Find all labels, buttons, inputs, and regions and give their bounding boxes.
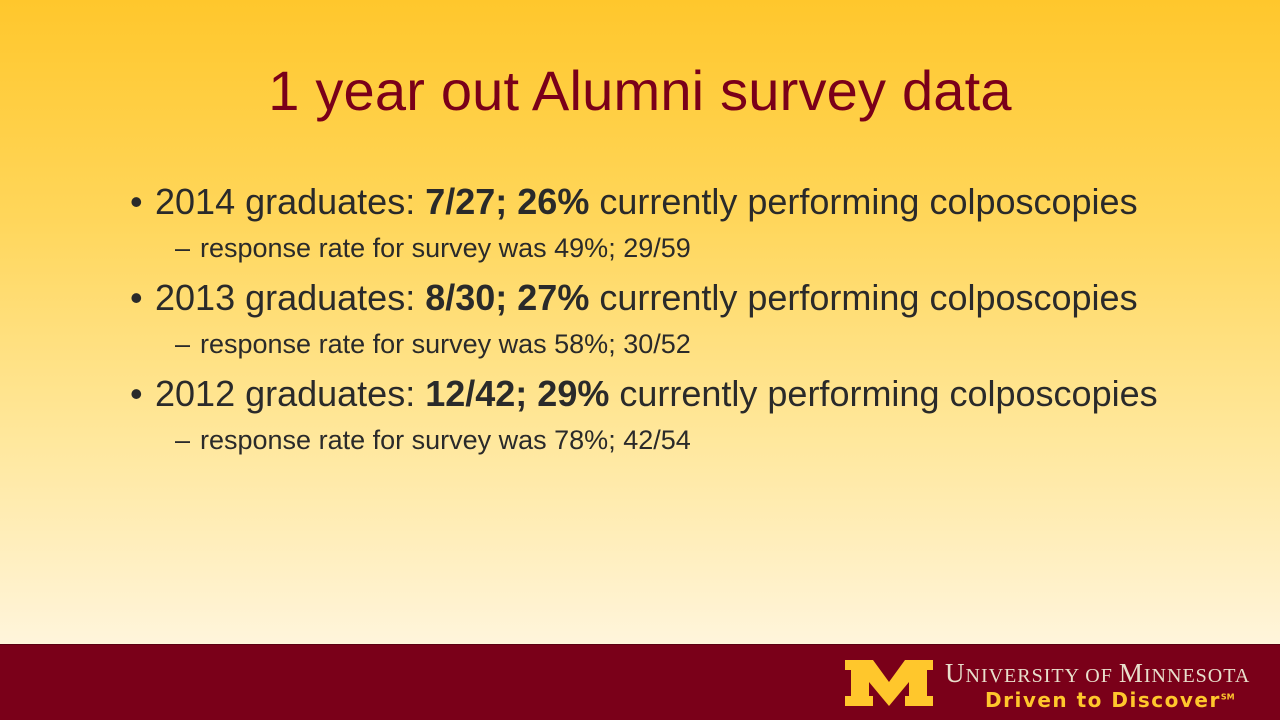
service-mark: SM [1220,692,1235,702]
block-m-logo-icon [845,660,933,706]
tagline: Driven to DiscoverSM [985,688,1235,712]
bullet-lead: 2013 graduates: [155,277,426,318]
bullet-item: • 2014 graduates: 7/27; 26% currently pe… [130,178,1170,226]
bullet-stat: 8/30; 27% [425,277,590,318]
sub-bullet-dash: – [175,329,191,359]
footer-divider [0,644,1280,645]
sub-bullet-text: response rate for survey was 78%; 42/54 [200,425,691,455]
footer-bar: UNIVERSITY OF MINNESOTA Driven to Discov… [0,644,1280,720]
university-wordmark: UNIVERSITY OF MINNESOTA [945,658,1251,688]
sub-bullet-text: response rate for survey was 49%; 29/59 [200,233,691,263]
bullet-dot: • [130,373,143,414]
slide-title: 1 year out Alumni survey data [268,59,1012,122]
bullet-lead: 2014 graduates: [155,181,426,222]
bullet-rest: currently performing colposcopies [589,277,1138,318]
bullet-dot: • [130,277,143,318]
bullet-item: • 2013 graduates: 8/30; 27% currently pe… [130,274,1170,322]
bullet-list: • 2014 graduates: 7/27; 26% currently pe… [130,178,1170,466]
bullet-item: • 2012 graduates: 12/42; 29% currently p… [130,370,1170,418]
sub-bullet-dash: – [175,425,191,455]
sub-bullet-item: – response rate for survey was 49%; 29/5… [130,226,1170,270]
bullet-rest: currently performing colposcopies [589,181,1138,222]
sub-bullet-text: response rate for survey was 58%; 30/52 [200,329,691,359]
sub-bullet-item: – response rate for survey was 58%; 30/5… [130,322,1170,366]
bullet-lead: 2012 graduates: [155,373,426,414]
bullet-stat: 12/42; 29% [425,373,610,414]
sub-bullet-dash: – [175,233,191,263]
bullet-rest: currently performing colposcopies [609,373,1158,414]
sub-bullet-item: – response rate for survey was 78%; 42/5… [130,418,1170,462]
bullet-stat: 7/27; 26% [425,181,590,222]
bullet-dot: • [130,181,143,222]
